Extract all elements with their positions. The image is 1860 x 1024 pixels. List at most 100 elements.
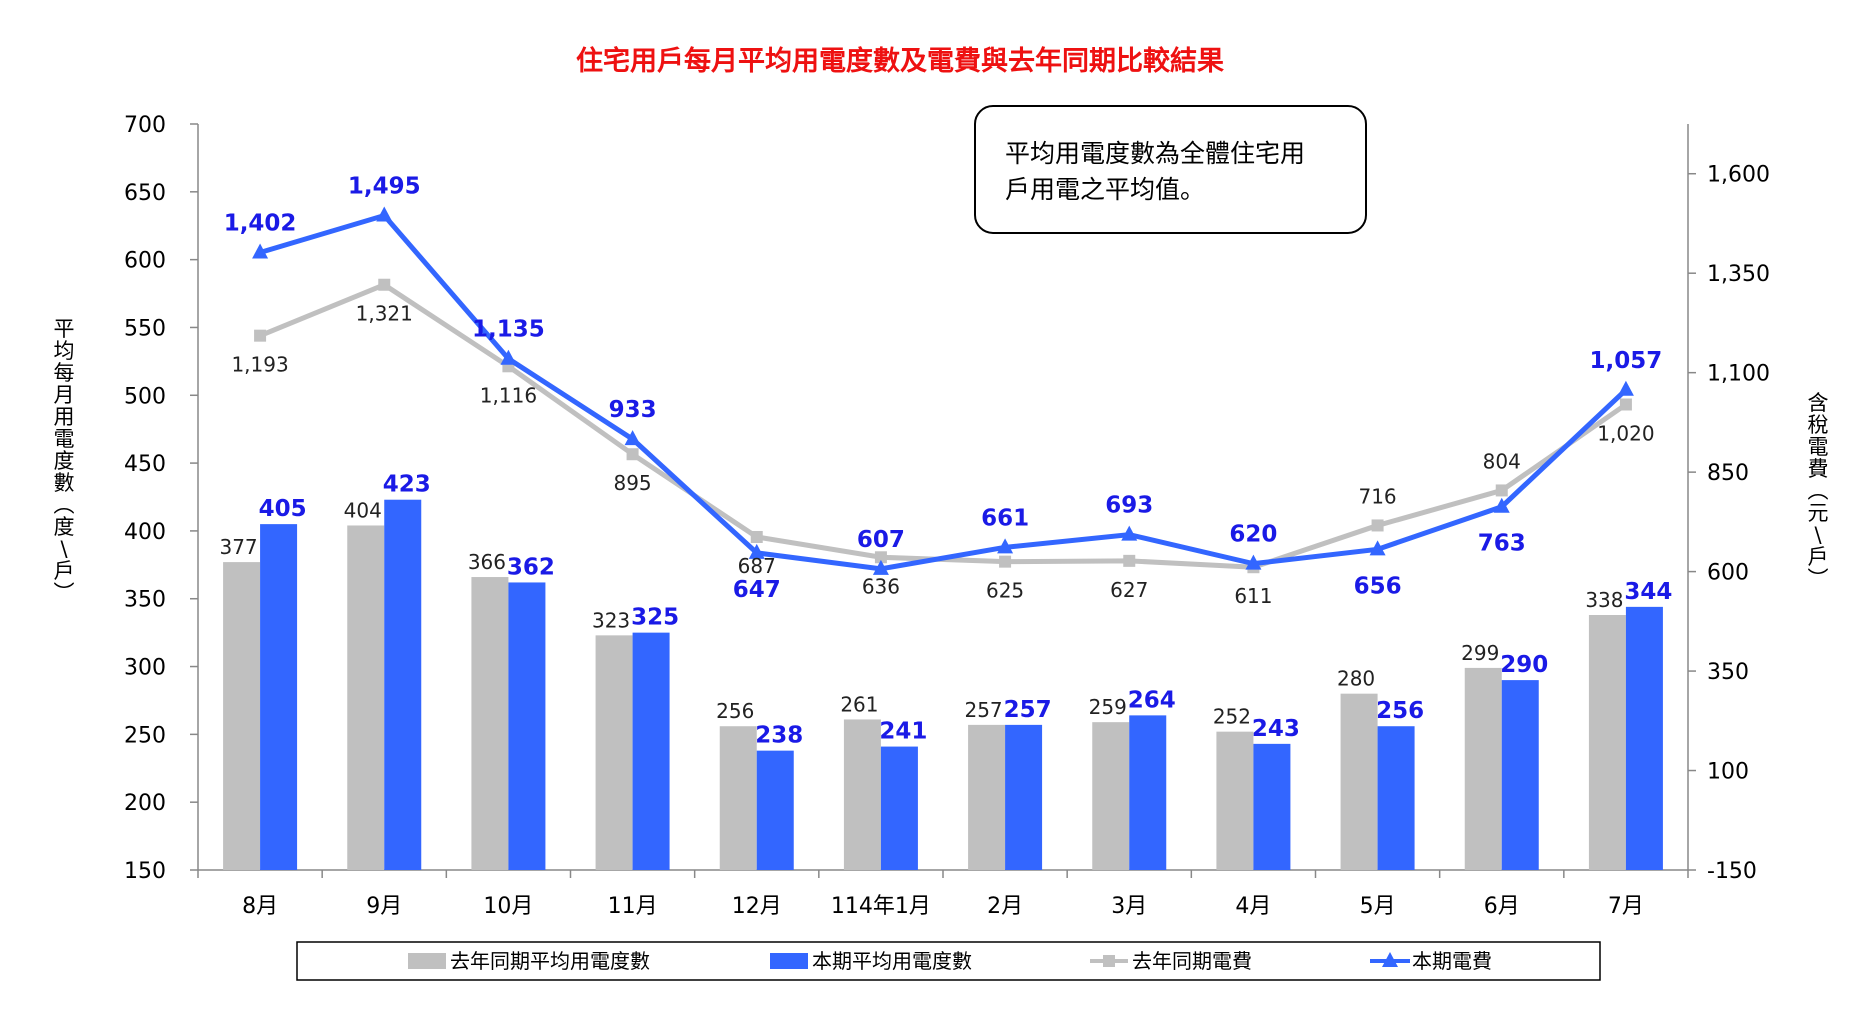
bar-prev-year-kwh: [1092, 722, 1130, 870]
marker-current-fee: [872, 559, 889, 575]
line-layer: [252, 206, 1634, 575]
marker-prev-year-fee: [1495, 484, 1508, 497]
left-tick-label: 350: [124, 588, 166, 613]
x-tick-label: 8月: [242, 894, 278, 919]
line-label-current-fee: 620: [1229, 522, 1277, 548]
bar-label-prev-year-kwh: 323: [592, 608, 630, 632]
marker-current-fee: [1617, 380, 1634, 396]
left-axis-title-char: 電: [54, 427, 75, 451]
note-box: 平均用電度數為全體住宅用 戶用電之平均值。: [974, 105, 1367, 234]
line-label-current-fee: 656: [1354, 573, 1402, 599]
line-label-prev-year-fee: 716: [1358, 484, 1396, 508]
line-label-current-fee: 607: [857, 527, 905, 553]
left-axis-title-char: ︵: [54, 493, 75, 517]
marker-prev-year-fee: [999, 555, 1012, 568]
bar-current-kwh: [1253, 743, 1291, 870]
note-line-2: 戶用電之平均值。: [1005, 175, 1205, 204]
bar-label-current-kwh: 264: [1128, 687, 1176, 713]
left-tick-label: 550: [124, 316, 166, 341]
data-label-layer: 377 404 366 323 256 261 257 259 252 280 299 338 405 4…: [219, 174, 1672, 749]
x-tick-label: 10月: [483, 894, 533, 919]
left-tick-label: 150: [124, 859, 166, 884]
bar-label-current-kwh: 238: [755, 723, 803, 749]
line-label-current-fee: 693: [1105, 493, 1153, 519]
legend-label-prev-year-kwh: 去年同期平均用電度數: [450, 949, 650, 973]
x-tick-label: 9月: [366, 894, 402, 919]
marker-current-fee: [748, 543, 765, 559]
bar-prev-year-kwh: [347, 525, 385, 870]
bar-label-current-kwh: 423: [383, 472, 431, 498]
bar-layer: [223, 499, 1663, 870]
bar-label-current-kwh: 290: [1500, 652, 1548, 678]
bar-label-prev-year-kwh: 261: [840, 692, 878, 716]
note-line-1: 平均用電度數為全體住宅用: [1005, 139, 1305, 168]
x-tick-label: 2月: [987, 894, 1023, 919]
x-tick-label: 5月: [1360, 894, 1396, 919]
marker-prev-year-fee: [626, 448, 639, 461]
right-axis-title-char: 稅: [1808, 413, 1829, 437]
bar-label-current-kwh: 405: [259, 496, 307, 522]
marker-current-fee: [997, 538, 1014, 554]
bar-current-kwh: [1377, 726, 1415, 870]
line-label-prev-year-fee: 611: [1234, 584, 1272, 608]
legend-swatch-current-kwh: [770, 953, 808, 969]
left-axis-title-char: 用: [54, 405, 75, 429]
right-axis-title-char: 電: [1808, 435, 1829, 459]
legend-marker-prev-year-fee: [1103, 955, 1115, 967]
bar-current-kwh: [1501, 680, 1539, 870]
line-label-current-fee: 1,057: [1590, 348, 1663, 374]
x-tick-label: 3月: [1111, 894, 1147, 919]
bar-current-kwh: [508, 582, 546, 870]
marker-current-fee: [1121, 525, 1138, 541]
bar-prev-year-kwh: [223, 562, 261, 870]
bar-current-kwh: [1005, 724, 1043, 870]
marker-current-fee: [624, 430, 641, 446]
bar-label-prev-year-kwh: 338: [1585, 588, 1623, 612]
right-tick-label: -150: [1707, 859, 1757, 884]
bar-prev-year-kwh: [1340, 693, 1378, 870]
right-axis-title-char: \: [1814, 523, 1822, 547]
legend-label-current-fee: 本期電費: [1412, 949, 1492, 973]
bar-prev-year-kwh: [719, 726, 757, 870]
bar-prev-year-kwh: [843, 719, 881, 870]
note-box-frame: [974, 105, 1367, 234]
left-tick-label: 500: [124, 384, 166, 409]
axes: 150 200 250 300 350 400 450 500 550 600 650 700 -150…: [54, 113, 1829, 919]
bar-label-current-kwh: 362: [507, 554, 555, 580]
x-tick-label: 6月: [1484, 894, 1520, 919]
bar-label-prev-year-kwh: 404: [344, 498, 382, 522]
right-axis-title-char: ︶: [1808, 567, 1829, 591]
line-label-current-fee: 763: [1478, 531, 1526, 557]
bar-label-prev-year-kwh: 259: [1089, 695, 1127, 719]
x-tick-label: 11月: [608, 894, 658, 919]
line-prev-year-fee: [259, 281, 1628, 570]
bar-label-prev-year-kwh: 377: [219, 535, 257, 559]
marker-prev-year-fee: [750, 530, 763, 543]
line-label-prev-year-fee: 1,193: [231, 353, 288, 377]
marker-current-fee: [1245, 554, 1262, 570]
left-axis-title-char: \: [60, 537, 68, 561]
marker-prev-year-fee: [1619, 398, 1632, 411]
x-tick-label: 4月: [1235, 894, 1271, 919]
left-tick-label: 300: [124, 656, 166, 681]
bar-label-prev-year-kwh: 257: [964, 698, 1002, 722]
right-axis-title-char: 含: [1808, 391, 1829, 415]
line-label-prev-year-fee: 804: [1483, 449, 1521, 473]
marker-prev-year-fee: [874, 551, 887, 564]
right-axis-title-char: ︵: [1808, 479, 1829, 503]
right-tick-label: 100: [1707, 760, 1749, 785]
line-label-current-fee: 1,135: [472, 317, 545, 343]
bar-prev-year-kwh: [1216, 731, 1254, 870]
left-axis-title-char: 度: [54, 515, 75, 539]
bar-prev-year-kwh: [595, 635, 633, 870]
marker-current-fee: [376, 206, 393, 222]
marker-current-fee: [1493, 497, 1510, 513]
bar-current-kwh: [880, 746, 918, 870]
left-tick-label: 450: [124, 452, 166, 477]
line-label-prev-year-fee: 895: [613, 471, 651, 495]
bar-current-kwh: [756, 750, 794, 870]
right-tick-label: 1,600: [1707, 163, 1770, 188]
marker-current-fee: [252, 243, 269, 259]
